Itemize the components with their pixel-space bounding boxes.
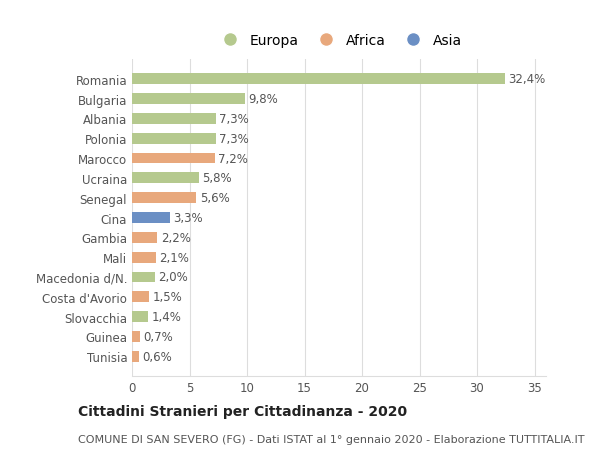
Text: COMUNE DI SAN SEVERO (FG) - Dati ISTAT al 1° gennaio 2020 - Elaborazione TUTTITA: COMUNE DI SAN SEVERO (FG) - Dati ISTAT a…: [78, 434, 584, 443]
Text: 5,6%: 5,6%: [200, 192, 230, 205]
Bar: [132, 312, 148, 322]
Text: 32,4%: 32,4%: [508, 73, 545, 86]
Text: 0,7%: 0,7%: [143, 330, 173, 343]
Text: 7,2%: 7,2%: [218, 152, 248, 165]
Text: 7,3%: 7,3%: [220, 112, 249, 126]
Text: 3,3%: 3,3%: [173, 212, 203, 224]
Bar: [132, 331, 140, 342]
Text: 9,8%: 9,8%: [248, 93, 278, 106]
Bar: [132, 94, 245, 105]
Text: 5,8%: 5,8%: [202, 172, 232, 185]
Text: Cittadini Stranieri per Cittadinanza - 2020: Cittadini Stranieri per Cittadinanza - 2…: [78, 404, 407, 419]
Bar: [132, 134, 216, 144]
Bar: [132, 252, 156, 263]
Bar: [132, 193, 196, 204]
Bar: [132, 153, 215, 164]
Text: 2,2%: 2,2%: [161, 231, 191, 244]
Text: 1,4%: 1,4%: [152, 310, 181, 324]
Bar: [132, 272, 155, 283]
Text: 2,1%: 2,1%: [160, 251, 190, 264]
Bar: [132, 114, 216, 124]
Bar: [132, 351, 139, 362]
Text: 7,3%: 7,3%: [220, 132, 249, 146]
Bar: [132, 74, 505, 85]
Bar: [132, 213, 170, 224]
Text: 1,5%: 1,5%: [152, 291, 182, 304]
Legend: Europa, Africa, Asia: Europa, Africa, Asia: [211, 28, 467, 54]
Bar: [132, 173, 199, 184]
Text: 2,0%: 2,0%: [158, 271, 188, 284]
Bar: [132, 232, 157, 243]
Text: 0,6%: 0,6%: [142, 350, 172, 363]
Bar: [132, 292, 149, 302]
